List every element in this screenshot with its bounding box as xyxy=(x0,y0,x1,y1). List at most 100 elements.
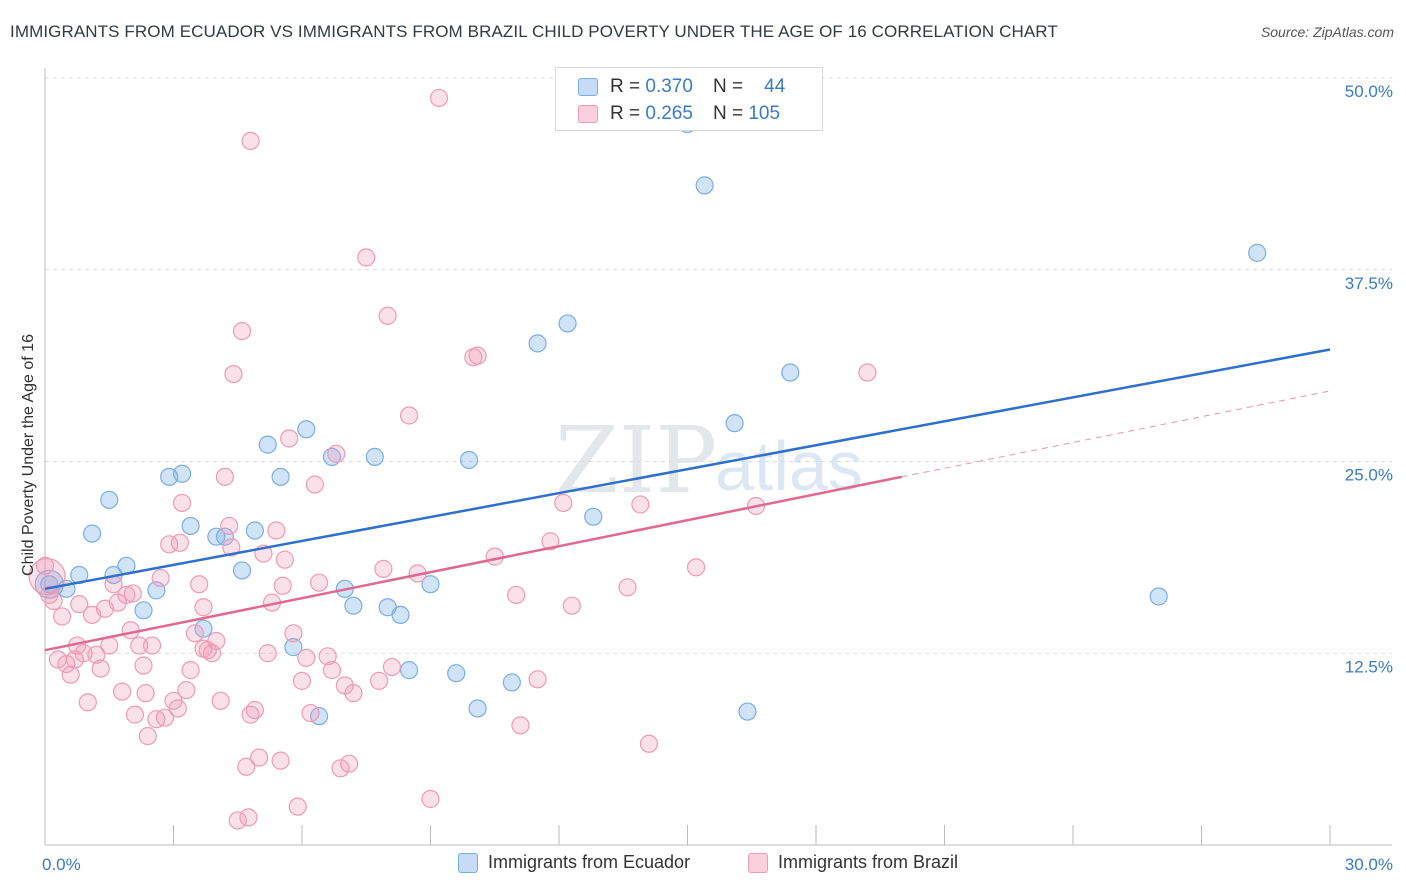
brazil-point xyxy=(305,475,324,494)
brazil-point xyxy=(194,598,213,617)
brazil-point xyxy=(374,559,393,578)
ecuador-point xyxy=(181,516,200,536)
brazil-point xyxy=(331,759,350,778)
brazil-point xyxy=(211,691,230,710)
ecuador-point xyxy=(100,490,119,509)
brazil-point xyxy=(181,661,200,680)
brazil-point xyxy=(61,665,80,684)
brazil-point xyxy=(250,748,269,767)
bottom-legend-ecuador: Immigrants from Ecuador xyxy=(458,852,690,873)
brazil-point xyxy=(125,705,145,724)
brazil-point xyxy=(44,591,63,611)
ecuador-point xyxy=(271,467,290,486)
brazil-point xyxy=(215,467,234,486)
ecuador-point xyxy=(528,334,547,353)
ecuador-point xyxy=(83,524,102,543)
bottom-legend-swatch-ecuador xyxy=(458,852,478,873)
brazil-point xyxy=(177,680,196,700)
brazil-point xyxy=(237,757,256,776)
ecuador-point xyxy=(215,527,234,546)
brazil-point xyxy=(322,661,342,680)
brazil-point xyxy=(78,693,97,712)
brazil-point xyxy=(382,657,402,677)
brazil-point xyxy=(340,754,359,773)
watermark-atlas: atlas xyxy=(715,427,863,505)
bottom-legend-swatch-brazil xyxy=(748,852,768,873)
brazil-point xyxy=(168,699,187,718)
watermark: ZIP atlas xyxy=(555,407,863,514)
brazil-point xyxy=(273,576,292,595)
brazil-point xyxy=(280,429,299,448)
brazil-point xyxy=(378,306,397,325)
brazil-point xyxy=(53,607,72,626)
brazil-point xyxy=(344,684,363,703)
brazil-point xyxy=(639,734,659,753)
ecuador-point xyxy=(1149,587,1168,606)
brazil-point xyxy=(121,621,140,640)
brazil-point xyxy=(370,671,389,690)
brazil-point xyxy=(267,521,286,540)
y-tick-label: 25.0% xyxy=(1345,466,1393,485)
trendline xyxy=(44,348,1331,591)
brazil-point xyxy=(288,797,307,816)
ecuador-point xyxy=(194,619,213,638)
ecuador-point xyxy=(399,661,419,680)
brazil-point xyxy=(228,811,247,830)
brazil-point xyxy=(232,322,252,341)
legend-n-label: N = xyxy=(712,76,744,97)
brazil-point xyxy=(194,639,213,658)
brazil-point xyxy=(117,585,136,605)
ecuador-point xyxy=(447,664,466,683)
brazil-point xyxy=(301,703,320,723)
trendlines xyxy=(44,348,1331,652)
brazil-point xyxy=(138,726,157,746)
brazil-point xyxy=(57,654,76,674)
brazil-point xyxy=(222,538,241,557)
brazil-point xyxy=(155,708,175,727)
brazil-point xyxy=(241,131,260,150)
ecuador-point xyxy=(172,464,192,483)
ecuador-point xyxy=(284,638,303,657)
ecuador-point xyxy=(232,561,252,580)
brazil-point xyxy=(318,647,337,666)
brazil-point xyxy=(245,700,264,720)
y-tick-label: 37.5% xyxy=(1345,274,1393,293)
brazil-point xyxy=(485,547,504,566)
brazil-point xyxy=(357,248,376,267)
trendline xyxy=(44,475,902,652)
brazil-point xyxy=(618,578,637,597)
ecuador-point xyxy=(584,507,603,526)
ecuador-point xyxy=(297,420,316,439)
y-axis-label: Child Poverty Under the Age of 16 xyxy=(20,334,37,576)
brazil-point xyxy=(151,568,170,588)
ecuador-point xyxy=(134,601,153,620)
ecuador-point xyxy=(738,702,757,721)
brazil-point xyxy=(686,558,706,577)
brazil-point xyxy=(528,670,547,689)
brazil-point xyxy=(292,671,312,690)
brazil-point xyxy=(142,636,162,655)
brazil-point xyxy=(297,648,316,667)
brazil-point xyxy=(507,585,526,605)
brazil-point xyxy=(190,575,209,594)
ecuador-point xyxy=(421,575,440,594)
ecuador-point xyxy=(258,435,277,454)
brazil-point xyxy=(562,596,581,615)
brazil-point xyxy=(224,364,243,384)
brazil-point xyxy=(172,493,192,513)
bottom-legend-brazil: Immigrants from Brazil xyxy=(748,852,958,873)
brazil-point xyxy=(541,532,560,551)
brazil-point xyxy=(220,516,239,536)
y-tick-label: 50.0% xyxy=(1345,82,1393,101)
brazil-point xyxy=(275,550,294,569)
brazil-point xyxy=(134,656,153,675)
brazil-point xyxy=(399,406,419,425)
ecuador-point xyxy=(695,176,714,195)
legend-swatch-brazil xyxy=(578,105,598,123)
brazil-point xyxy=(136,684,155,703)
bottom-legend: Immigrants from Ecuador Immigrants from … xyxy=(0,852,1406,878)
watermark-zip: ZIP xyxy=(555,407,717,514)
trendline xyxy=(901,390,1331,478)
brazil-point xyxy=(468,346,487,365)
